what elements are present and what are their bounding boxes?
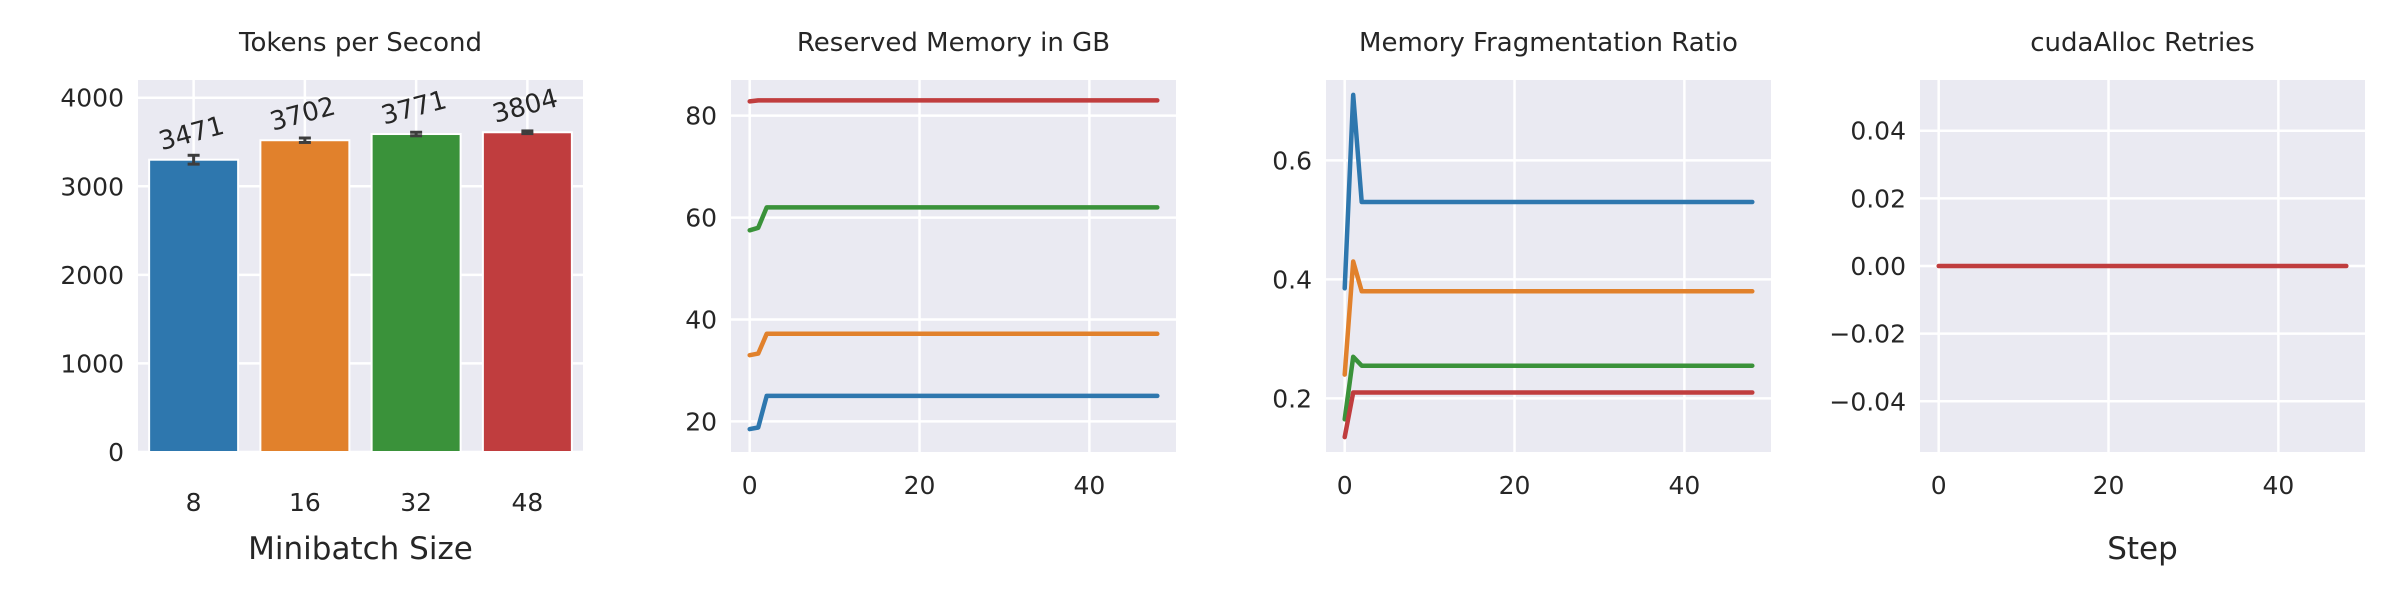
- y-tick-label: 0.00: [1850, 252, 1906, 281]
- series-line: [1342, 390, 1755, 440]
- chart-title: Memory Fragmentation Ratio: [1359, 28, 1738, 58]
- y-tick-label: 0.2: [1272, 384, 1312, 413]
- x-tick-label: 48: [511, 488, 543, 517]
- x-tick-label: 20: [904, 471, 936, 500]
- y-tick-label: 1000: [60, 349, 124, 378]
- series-line: [1342, 259, 1755, 377]
- x-tick-label: 0: [742, 471, 758, 500]
- y-tick-label: 0.04: [1850, 117, 1906, 146]
- chart-title: Tokens per Second: [238, 28, 482, 58]
- series-line: [747, 205, 1160, 233]
- x-tick-label: 8: [186, 488, 202, 517]
- plot-area: [731, 80, 1176, 452]
- y-tick-label: 0.4: [1272, 265, 1312, 294]
- y-tick-label: 2000: [60, 261, 124, 290]
- bar: [148, 158, 240, 453]
- x-tick-label: 40: [2262, 471, 2294, 500]
- series-line: [747, 98, 1160, 104]
- y-tick-label: 4000: [60, 84, 124, 113]
- bar: [259, 139, 351, 453]
- panel-3: 0.2 0.4 0.6 0 20 40 Memory Fragmentation Ratio: [1272, 28, 1771, 500]
- x-tick-label: 0: [1337, 471, 1353, 500]
- y-tick-label: 40: [685, 306, 717, 335]
- x-tick-label: 40: [1073, 471, 1105, 500]
- bar: [370, 133, 462, 453]
- series-line: [1342, 354, 1755, 422]
- y-tick-label: 0.02: [1850, 184, 1906, 213]
- x-tick-label: 40: [1668, 471, 1700, 500]
- panel-4: −0.04 −0.02 0.00 0.02 0.04 0 20 40 cudaAlloc Ret…: [1829, 28, 2365, 567]
- y-tick-label: 0: [108, 438, 124, 467]
- y-tick-label: −0.02: [1829, 320, 1906, 349]
- panel-1: 0 1000 2000 3000 4000 8 16 32 48 Tokens per Secon…: [60, 28, 583, 567]
- series-line: [747, 331, 1160, 358]
- x-tick-label: 0: [1931, 471, 1947, 500]
- y-tick-label: −0.04: [1829, 387, 1906, 416]
- y-tick-label: 80: [685, 102, 717, 131]
- x-axis-label: Minibatch Size: [248, 531, 473, 567]
- y-tick-label: 0.6: [1272, 146, 1312, 175]
- x-tick-label: 16: [289, 488, 321, 517]
- y-tick-label: 20: [685, 407, 717, 436]
- x-tick-label: 32: [400, 488, 432, 517]
- bar: [481, 131, 573, 453]
- plot-area: [1326, 80, 1771, 452]
- chart-title: Reserved Memory in GB: [797, 28, 1110, 58]
- series-line: [1342, 92, 1755, 291]
- series-line: [747, 393, 1160, 432]
- chart-title: cudaAlloc Retries: [2030, 28, 2254, 58]
- x-tick-label: 20: [2093, 471, 2125, 500]
- y-tick-label: 3000: [60, 172, 124, 201]
- x-tick-label: 20: [1499, 471, 1531, 500]
- panel-2: 20 40 60 80 0 20 40 Reserved Memory in GB: [685, 28, 1176, 500]
- y-tick-label: 60: [685, 204, 717, 233]
- x-axis-label: Step: [2107, 531, 2178, 567]
